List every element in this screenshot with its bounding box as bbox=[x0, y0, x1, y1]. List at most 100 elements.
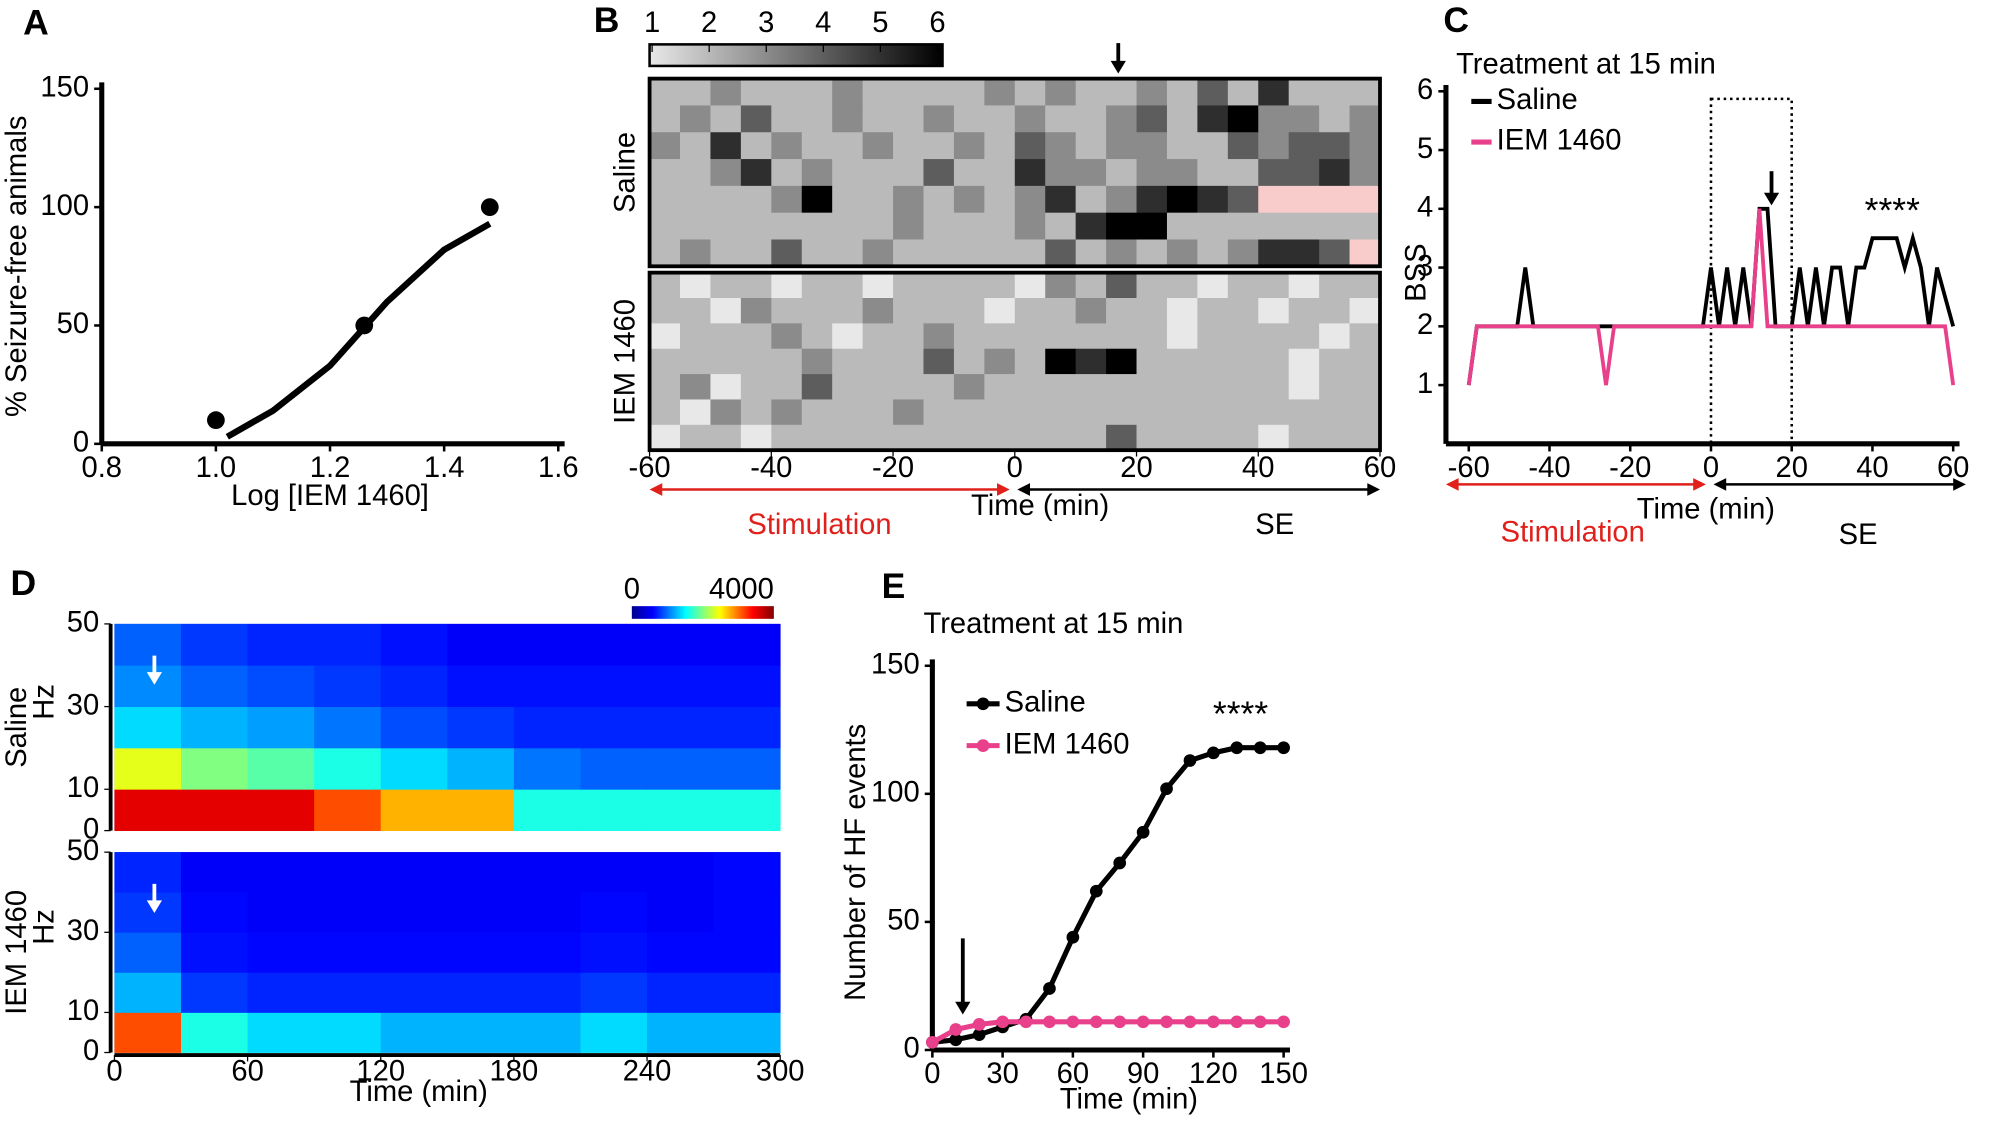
y-tick-label: 50 bbox=[67, 835, 99, 867]
power-cell bbox=[647, 852, 714, 893]
colorbar-label: 6 bbox=[929, 7, 945, 39]
legend-label: IEM 1460 bbox=[1497, 125, 1622, 157]
heat-cell bbox=[801, 105, 833, 133]
power-cell bbox=[447, 1012, 515, 1053]
heat-cell bbox=[710, 239, 742, 267]
heat-cell bbox=[953, 132, 985, 160]
heat-cell bbox=[649, 132, 681, 160]
group-label: Saline bbox=[609, 132, 641, 213]
heat-cell bbox=[1227, 298, 1259, 324]
heat-cell bbox=[1014, 374, 1046, 400]
heat-cell bbox=[1045, 212, 1077, 240]
marker bbox=[949, 1023, 963, 1036]
power-cell bbox=[314, 665, 382, 707]
marker bbox=[949, 1033, 963, 1047]
heat-cell bbox=[953, 105, 985, 133]
heat-cell bbox=[1014, 323, 1046, 350]
heat-cell bbox=[923, 424, 955, 451]
x-tick-label: 0 bbox=[1007, 452, 1023, 484]
heat-cell bbox=[1045, 348, 1077, 375]
marker bbox=[1089, 1015, 1103, 1029]
heat-cell bbox=[862, 323, 894, 350]
heat-cell bbox=[1288, 298, 1320, 324]
heat-cell bbox=[984, 105, 1016, 133]
treatment-arrow-head bbox=[955, 1001, 971, 1015]
heat-cell bbox=[984, 78, 1016, 106]
power-cell bbox=[713, 789, 781, 831]
heat-cell bbox=[1227, 374, 1259, 400]
power-cell bbox=[380, 706, 448, 749]
y-tick-label: 50 bbox=[887, 905, 919, 937]
heat-cell bbox=[1136, 348, 1168, 375]
heat-cell bbox=[1258, 78, 1290, 106]
power-cell bbox=[447, 932, 515, 973]
panel-label: E bbox=[882, 566, 906, 606]
heat-cell bbox=[1075, 159, 1107, 187]
heat-cell bbox=[893, 78, 924, 106]
span-arrow-head bbox=[1445, 478, 1459, 491]
heat-cell bbox=[1045, 272, 1077, 299]
heat-cell bbox=[1349, 212, 1381, 240]
power-cell bbox=[114, 747, 182, 790]
group-label: IEM 1460 bbox=[1, 890, 33, 1015]
line-series bbox=[225, 220, 492, 440]
heat-cell bbox=[1136, 272, 1168, 299]
point bbox=[480, 198, 499, 216]
heat-cell bbox=[740, 212, 772, 240]
power-cell bbox=[114, 706, 182, 749]
heat-cell bbox=[680, 105, 711, 133]
y-tick-label: 0 bbox=[73, 427, 89, 459]
legend-marker bbox=[976, 739, 990, 752]
heat-cell bbox=[1349, 272, 1381, 299]
heat-cell bbox=[953, 424, 985, 451]
heat-cell bbox=[1045, 105, 1077, 133]
y-tick-label: 0 bbox=[83, 813, 99, 845]
colorbar bbox=[631, 606, 774, 619]
heat-cell bbox=[953, 212, 985, 240]
heat-cell bbox=[1197, 185, 1229, 214]
heat-cell bbox=[953, 323, 985, 350]
heat-cell bbox=[740, 323, 772, 350]
heat-cell bbox=[984, 159, 1016, 187]
annotation: **** bbox=[1865, 190, 1920, 230]
heat-cell bbox=[1106, 185, 1137, 214]
heat-cell bbox=[1106, 399, 1137, 426]
heat-cell bbox=[862, 78, 894, 106]
heat-cell bbox=[1106, 323, 1137, 350]
heat-cell bbox=[680, 272, 711, 299]
power-cell bbox=[181, 623, 248, 666]
y-tick-label: 100 bbox=[871, 777, 920, 809]
heat-cell bbox=[740, 105, 772, 133]
power-cell bbox=[380, 892, 448, 933]
power-cell bbox=[114, 892, 182, 933]
heat-cell bbox=[1106, 132, 1137, 160]
heat-cell bbox=[680, 78, 711, 106]
marker bbox=[926, 1035, 939, 1049]
heat-cell bbox=[710, 78, 742, 106]
marker bbox=[1136, 825, 1150, 839]
heat-cell bbox=[923, 132, 955, 160]
power-cell bbox=[247, 706, 315, 749]
heat-cell bbox=[1197, 212, 1229, 240]
heat-cell bbox=[1136, 374, 1168, 400]
heat-cell bbox=[710, 185, 742, 214]
marker bbox=[1043, 982, 1056, 995]
colorbar-label: 1 bbox=[644, 7, 660, 39]
heat-cell bbox=[1197, 159, 1229, 187]
heat-cell bbox=[771, 399, 803, 426]
heat-cell bbox=[1014, 132, 1046, 160]
heat-cell bbox=[1258, 424, 1290, 451]
heat-cell bbox=[1197, 424, 1229, 451]
colorbar-label: 0 bbox=[624, 574, 640, 606]
missing-cell bbox=[1258, 185, 1290, 214]
heat-cell bbox=[740, 159, 772, 187]
heat-cell bbox=[923, 239, 955, 267]
legend-label: Saline bbox=[1497, 84, 1578, 116]
power-cell bbox=[380, 972, 448, 1013]
x-tick-label: 1.4 bbox=[424, 452, 465, 484]
heat-cell bbox=[1014, 272, 1046, 299]
annotation: Stimulation bbox=[747, 509, 891, 541]
heat-cell bbox=[771, 185, 803, 214]
heat-cell bbox=[1166, 132, 1198, 160]
heat-cell bbox=[832, 298, 863, 324]
